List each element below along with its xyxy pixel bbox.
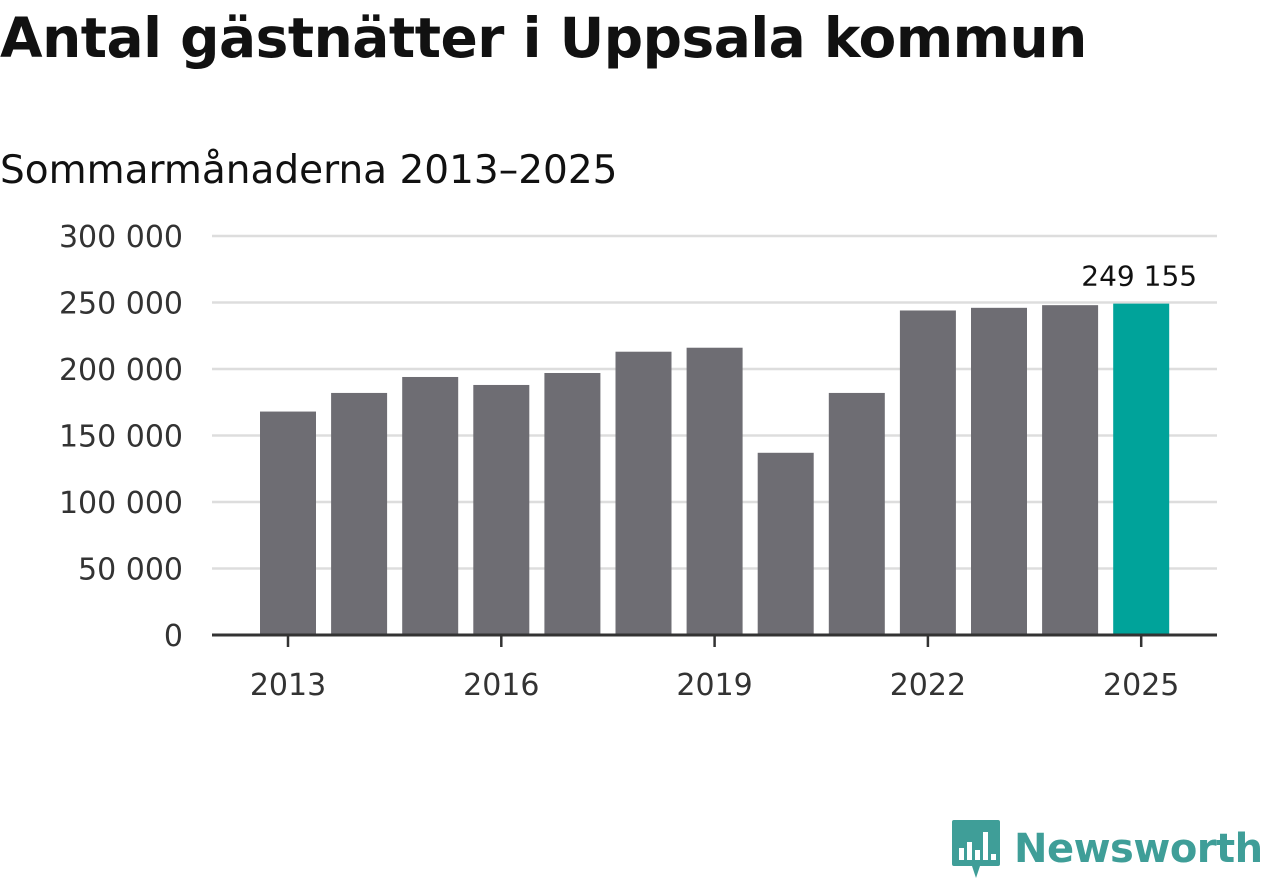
x-tick-label: 2019 (676, 668, 752, 703)
y-tick-label: 100 000 (59, 486, 183, 521)
bars (260, 303, 1170, 635)
x-tick-label: 2022 (890, 668, 966, 703)
chart-title: Antal gästnätter i Uppsala kommun (0, 6, 1087, 70)
data-label-2025: 249 155 (1081, 260, 1197, 293)
bar-2021 (828, 392, 885, 635)
bar-2024 (1042, 305, 1099, 635)
y-tick-label: 150 000 (59, 420, 183, 455)
y-tick-label: 250 000 (59, 287, 183, 322)
x-tick-label: 2016 (463, 668, 539, 703)
data-labels: 249 155 (1081, 260, 1197, 293)
x-axis-ticks: 2013 2016 2019 2022 2025 (250, 635, 1179, 703)
bar-2017 (544, 372, 601, 635)
newsworthy-logo-icon (952, 820, 1000, 878)
bar-2023 (971, 307, 1027, 635)
bar-2014 (331, 392, 388, 635)
bar-2019 (686, 347, 743, 635)
y-axis-ticks: 0 50 000 100 000 150 000 200 000 250 000 300 0… (59, 220, 183, 654)
bar-2022 (899, 310, 956, 635)
y-tick-label: 300 000 (59, 220, 183, 255)
x-tick-label: 2025 (1103, 668, 1179, 703)
bar-2013 (260, 411, 316, 635)
bar-2015 (402, 376, 459, 635)
bar-2018 (615, 351, 672, 635)
brand-name: Newsworthy (1014, 826, 1262, 872)
y-tick-label: 50 000 (78, 553, 183, 588)
y-tick-label: 0 (164, 619, 183, 654)
bar-2025 (1113, 303, 1170, 635)
y-tick-label: 200 000 (59, 353, 183, 388)
bar-2020 (757, 452, 814, 635)
bar-2016 (473, 384, 530, 635)
chart-subtitle: Sommarmånaderna 2013–2025 (0, 148, 618, 193)
x-tick-label: 2013 (250, 668, 326, 703)
newsworthy-logo: Newsworthy (950, 818, 1262, 880)
